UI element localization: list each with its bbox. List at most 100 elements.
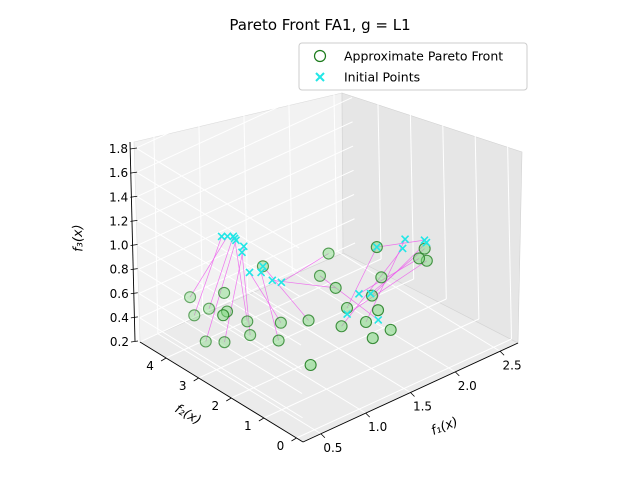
y-tick: [258, 417, 265, 422]
x-grid-line: [157, 333, 322, 435]
z-tick-label: 1.0: [109, 239, 128, 253]
pareto-point: [375, 271, 388, 284]
connector-line: [262, 266, 309, 321]
z-tick: [130, 340, 139, 343]
z-grid-line-left: [135, 147, 300, 249]
z-tick: [129, 147, 138, 150]
initial-point: [231, 236, 240, 245]
x-grid-line-back: [153, 133, 159, 334]
z-tick: [130, 171, 138, 174]
connector-line: [249, 272, 282, 323]
x-grid-line-back: [198, 113, 204, 314]
y-grid-line-wall: [506, 138, 512, 340]
x-grid-line-back: [287, 71, 293, 272]
x-tick: [410, 392, 415, 397]
y-tick-label: 4: [146, 359, 154, 373]
legend-box: [298, 42, 528, 91]
x-tick-label: 1.0: [368, 420, 387, 434]
z-grid-line-right: [136, 97, 353, 197]
data-marks: [184, 232, 433, 372]
z-grid-line-right: [137, 145, 354, 246]
legend-initial-marker: [315, 72, 325, 82]
y-tick-label: 2: [211, 399, 219, 413]
pareto-point: [384, 323, 397, 336]
pareto-point: [313, 269, 327, 282]
pareto-point: [188, 309, 201, 322]
z-tick-label: 1.6: [109, 166, 128, 180]
connector-line: [358, 258, 420, 295]
initial-point: [245, 268, 254, 277]
y-grid-line: [165, 258, 382, 359]
initial-point: [401, 235, 410, 244]
pareto-point: [371, 304, 385, 317]
z-grid-line-left: [136, 171, 300, 273]
connector-line: [371, 242, 427, 296]
connector-line: [234, 238, 248, 322]
pareto-point: [359, 315, 373, 329]
z-tick-label: 0.2: [110, 335, 129, 349]
x-grid-line: [336, 250, 501, 352]
z-tick-label: 1.4: [109, 190, 128, 204]
x-grid-line-back: [243, 92, 248, 293]
initial-point: [237, 248, 247, 257]
z-axis-line: [129, 141, 136, 342]
initial-point: [277, 278, 286, 287]
z-grid-line-left: [139, 317, 303, 419]
connector-line: [319, 275, 379, 321]
pareto-point: [322, 247, 335, 260]
pareto-point: [304, 358, 317, 372]
pareto-point: [302, 314, 315, 327]
z-tick: [130, 195, 138, 198]
y-tick: [226, 397, 232, 402]
y-tick: [193, 377, 199, 382]
initial-point: [366, 289, 375, 298]
z-tick-label: 1.8: [109, 142, 128, 156]
pareto-point: [412, 252, 426, 265]
x-tick-label: 2.5: [503, 358, 522, 372]
pareto-point: [241, 315, 254, 328]
z-grid-line-right: [138, 169, 354, 270]
connector-lines: [189, 236, 428, 343]
connector-line: [205, 240, 237, 342]
pareto-point: [217, 309, 230, 322]
y-grid-line-wall: [376, 58, 382, 260]
z-tick: [130, 219, 138, 222]
z-tick: [130, 268, 138, 271]
legend-front-label: Approximate Pareto Front: [344, 49, 503, 64]
y-grid-line-wall: [474, 118, 480, 320]
pareto-point: [274, 316, 287, 329]
legend-front-marker: [313, 49, 327, 63]
z-grid-line-left: [138, 293, 303, 394]
y-grid-line: [263, 318, 480, 419]
pareto-point: [202, 302, 216, 315]
connector-line: [346, 246, 378, 309]
z-tick: [130, 316, 138, 319]
initial-point: [257, 268, 266, 277]
z-grid-line-right: [139, 218, 355, 319]
z-tick-label: 1.2: [109, 214, 128, 228]
pareto-point: [218, 286, 231, 299]
pareto-point: [418, 242, 431, 255]
connector-line: [260, 272, 279, 341]
axis-ticks: 0.5 1.0 1.5 2.0 2.5 0 1 2 3 4 0.2 0.4 0.6 0.8 1.0 1.2 1.…: [109, 142, 522, 455]
initial-point: [372, 243, 381, 252]
pareto-point: [335, 320, 348, 333]
pareto-point: [184, 291, 197, 304]
pareto-point: [366, 332, 379, 345]
connector-line: [376, 239, 425, 248]
x-grid-line: [247, 292, 411, 393]
pareto-point: [272, 334, 285, 347]
chart-title: Pareto Front FA1, g = L1: [229, 16, 410, 34]
y-tick-label: 3: [179, 379, 187, 393]
grid-lines: [135, 48, 512, 443]
connector-line: [189, 236, 228, 298]
connector-line: [341, 248, 403, 327]
legend-initial-label: Initial Points: [344, 70, 420, 85]
x-tick-label: 2.0: [458, 379, 477, 393]
pareto-point: [329, 281, 342, 294]
z-tick-label: 0.4: [110, 311, 129, 325]
x-tick: [499, 350, 505, 356]
connector-line: [281, 253, 329, 283]
y-tick: [291, 437, 297, 442]
connector-line: [208, 236, 234, 309]
